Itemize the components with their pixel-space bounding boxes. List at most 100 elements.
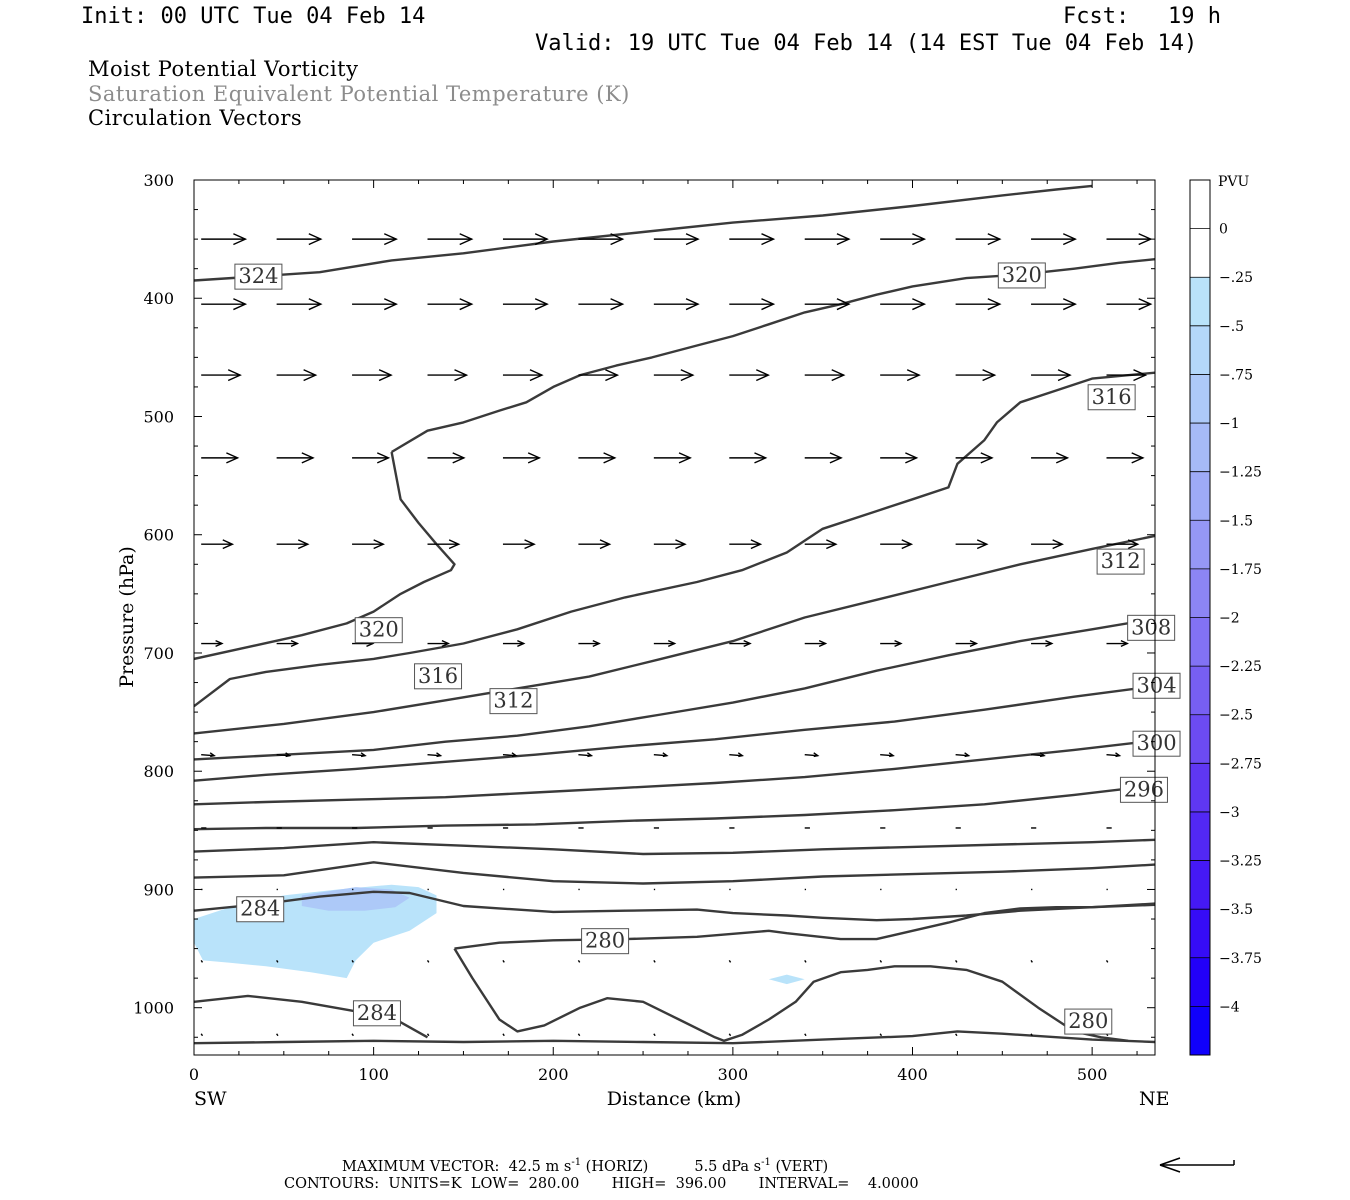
contour-label-box-6 — [1096, 548, 1145, 575]
contour-label-box-5 — [414, 663, 463, 690]
circulation-vector-0-3 — [427, 233, 474, 246]
colorbar-label-13: −3.25 — [1219, 854, 1262, 870]
contour-line-0 — [194, 184, 1093, 282]
circulation-vector-9-1 — [276, 960, 279, 963]
circulation-vector-6-4 — [502, 752, 518, 758]
circulation-vector-6-9 — [880, 752, 895, 758]
contour-line-2 — [194, 451, 456, 661]
circulation-vector-4-6 — [653, 539, 687, 550]
colorbar-label-14: −3.5 — [1219, 902, 1253, 918]
circulation-vector-5-11 — [1031, 639, 1054, 648]
x-tick-label-0: 0 — [189, 1065, 199, 1084]
circulation-vector-0-12 — [1106, 233, 1153, 246]
circulation-vector-6-0 — [201, 752, 216, 758]
contour-line-13 — [194, 861, 1155, 885]
contour-label-1: 320 — [1002, 263, 1042, 287]
circulation-vector-10-10 — [955, 1033, 958, 1037]
circulation-vector-3-2 — [352, 452, 391, 464]
circulation-vector-0-5 — [578, 233, 625, 246]
contour-line-8 — [194, 617, 1155, 761]
contour-label-18: 280 — [1068, 1009, 1108, 1033]
init-time: Init: 00 UTC Tue 04 Feb 14 — [81, 4, 426, 29]
contour-line-14 — [194, 890, 1155, 922]
colorbar-label-0: 0 — [1219, 222, 1228, 238]
circulation-vector-1-6 — [653, 298, 700, 311]
circulation-vector-9-9 — [879, 960, 883, 963]
circulation-vector-1-7 — [729, 298, 776, 311]
circulation-vector-0-10 — [955, 233, 1002, 246]
circulation-vector-9-11 — [1030, 960, 1033, 963]
y-tick-label-4: 700 — [143, 644, 174, 663]
x-tick-label-5: 500 — [1077, 1065, 1108, 1084]
circulation-vector-10-8 — [804, 1033, 807, 1037]
circulation-vector-1-5 — [578, 298, 625, 311]
colorbar-cell-16 — [1190, 957, 1210, 1007]
circulation-vector-5-3 — [427, 639, 451, 648]
circulation-vector-9-0 — [200, 960, 204, 963]
forecast-label: Fcst: — [1063, 4, 1130, 29]
contour-label-5: 316 — [418, 664, 458, 688]
contour-label-box-0 — [234, 263, 283, 290]
circulation-vector-1-4 — [502, 298, 549, 311]
circulation-vector-9-7 — [728, 960, 732, 963]
colorbar-cell-11 — [1190, 714, 1210, 764]
colorbar-label-3: −.75 — [1219, 367, 1253, 383]
circulation-vector-4-1 — [276, 539, 310, 550]
circulation-vector-0-1 — [276, 233, 323, 246]
colorbar-cell-3 — [1190, 325, 1210, 375]
circulation-vector-1-0 — [201, 298, 248, 311]
colorbar-cell-2 — [1190, 277, 1210, 327]
mpv-shading-1 — [301, 887, 410, 911]
contour-label-box-4 — [1087, 384, 1136, 411]
circulation-vector-2-9 — [880, 369, 921, 382]
colorbar-cell-0 — [1190, 180, 1210, 230]
contour-label-box-10 — [1132, 730, 1181, 757]
circulation-vector-9-2 — [351, 960, 354, 963]
contour-label-box-14 — [236, 896, 285, 923]
circulation-vector-0-6 — [653, 233, 700, 246]
max-vector-text: MAXIMUM VECTOR: 42.5 m s — [342, 1158, 572, 1175]
circulation-vector-1-8 — [804, 298, 851, 311]
circulation-vector-5-1 — [276, 639, 300, 648]
circulation-vector-2-1 — [276, 369, 318, 382]
circulation-vector-0-0 — [201, 233, 248, 246]
circulation-vector-2-12 — [1106, 369, 1148, 382]
circulation-vector-9-4 — [502, 960, 505, 963]
circulation-vector-3-10 — [955, 452, 994, 464]
circulation-vector-10-9 — [879, 1033, 883, 1037]
contour-label-9: 304 — [1136, 673, 1176, 697]
colorbar-label-10: −2.5 — [1219, 708, 1253, 724]
contour-label-15: 280 — [585, 929, 625, 953]
y-tick-label-5: 800 — [143, 762, 174, 781]
x-tick-label-1: 100 — [358, 1065, 389, 1084]
contour-info: CONTOURS: UNITS=K LOW= 280.00 HIGH= 396.… — [284, 1176, 919, 1192]
contour-label-14: 284 — [240, 897, 280, 921]
circulation-vector-3-6 — [653, 452, 692, 464]
colorbar-label-16: −4 — [1219, 999, 1240, 1015]
colorbar-label-2: −.5 — [1219, 319, 1244, 335]
circulation-vector-10-3 — [426, 1033, 430, 1037]
circulation-vector-3-1 — [276, 452, 315, 464]
circulation-vector-10-7 — [728, 1033, 732, 1037]
circulation-vector-2-0 — [201, 369, 242, 382]
circulation-vector-6-7 — [729, 752, 745, 758]
circulation-vector-5-12 — [1106, 639, 1130, 648]
colorbar-cell-13 — [1190, 811, 1210, 862]
circulation-vector-4-9 — [880, 539, 914, 550]
reference-vector — [1159, 1157, 1235, 1173]
colorbar-cell-6 — [1190, 471, 1210, 521]
circulation-vector-4-4 — [502, 539, 536, 550]
colorbar-cell-1 — [1190, 228, 1210, 278]
contour-label-box-17 — [352, 1000, 401, 1027]
colorbar-unit: PVU — [1218, 174, 1250, 190]
y-tick-label-1: 400 — [143, 289, 174, 308]
y-tick-label-3: 600 — [143, 526, 174, 545]
ne-label: NE — [1139, 1088, 1170, 1110]
circulation-vector-5-0 — [201, 639, 224, 648]
contour-line-9 — [194, 684, 1155, 782]
field-title-mpv: Moist Potential Vorticity — [88, 57, 359, 81]
circulation-vector-10-1 — [276, 1033, 279, 1037]
colorbar-cell-7 — [1190, 520, 1210, 570]
contour-label-box-8 — [1127, 614, 1176, 641]
circulation-vector-9-6 — [653, 960, 656, 963]
